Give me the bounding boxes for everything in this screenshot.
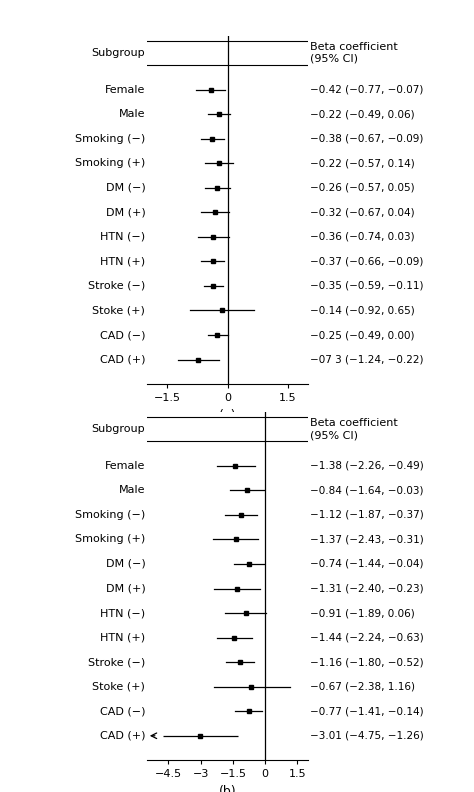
X-axis label: (a): (a) <box>219 409 236 421</box>
Text: −0.22 (−0.57, 0.14): −0.22 (−0.57, 0.14) <box>310 158 414 168</box>
Text: −0.42 (−0.77, −0.07): −0.42 (−0.77, −0.07) <box>310 85 423 94</box>
Text: −0.38 (−0.67, −0.09): −0.38 (−0.67, −0.09) <box>310 134 423 143</box>
Text: Smoking (−): Smoking (−) <box>75 510 146 520</box>
Text: CAD (−): CAD (−) <box>100 706 146 716</box>
Text: −1.38 (−2.26, −0.49): −1.38 (−2.26, −0.49) <box>310 461 423 470</box>
Text: Female: Female <box>105 461 146 470</box>
Text: −0.35 (−0.59, −0.11): −0.35 (−0.59, −0.11) <box>310 281 423 291</box>
Text: −1.37 (−2.43, −0.31): −1.37 (−2.43, −0.31) <box>310 535 423 544</box>
X-axis label: (b): (b) <box>219 785 237 792</box>
Text: −0.32 (−0.67, 0.04): −0.32 (−0.67, 0.04) <box>310 208 414 217</box>
Text: CAD (−): CAD (−) <box>100 330 146 340</box>
Text: −0.37 (−0.66, −0.09): −0.37 (−0.66, −0.09) <box>310 257 423 266</box>
Text: −0.77 (−1.41, −0.14): −0.77 (−1.41, −0.14) <box>310 706 423 716</box>
Text: −1.16 (−1.80, −0.52): −1.16 (−1.80, −0.52) <box>310 657 423 667</box>
Text: (95% CI): (95% CI) <box>310 54 358 64</box>
Text: Smoking (+): Smoking (+) <box>75 535 146 544</box>
Text: Stroke (−): Stroke (−) <box>88 657 146 667</box>
Text: HTN (−): HTN (−) <box>100 608 146 618</box>
Text: −0.25 (−0.49, 0.00): −0.25 (−0.49, 0.00) <box>310 330 414 340</box>
Text: −1.31 (−2.40, −0.23): −1.31 (−2.40, −0.23) <box>310 584 423 593</box>
Text: −0.14 (−0.92, 0.65): −0.14 (−0.92, 0.65) <box>310 306 414 315</box>
Text: HTN (+): HTN (+) <box>100 633 146 642</box>
Text: Male: Male <box>119 109 146 119</box>
Text: −0.91 (−1.89, 0.06): −0.91 (−1.89, 0.06) <box>310 608 414 618</box>
Text: HTN (+): HTN (+) <box>100 257 146 266</box>
Text: Beta coefficient: Beta coefficient <box>310 42 398 51</box>
Text: CAD (+): CAD (+) <box>100 731 146 741</box>
Text: HTN (−): HTN (−) <box>100 232 146 242</box>
Text: Subgroup: Subgroup <box>91 424 146 434</box>
Text: Female: Female <box>105 85 146 94</box>
Text: −0.74 (−1.44, −0.04): −0.74 (−1.44, −0.04) <box>310 559 423 569</box>
Text: DM (−): DM (−) <box>106 559 146 569</box>
Text: −0.36 (−0.74, 0.03): −0.36 (−0.74, 0.03) <box>310 232 414 242</box>
Text: DM (−): DM (−) <box>106 183 146 192</box>
Text: −0.84 (−1.64, −0.03): −0.84 (−1.64, −0.03) <box>310 485 423 495</box>
Text: CAD (+): CAD (+) <box>100 355 146 364</box>
Text: Stoke (+): Stoke (+) <box>92 682 146 691</box>
Text: −3.01 (−4.75, −1.26): −3.01 (−4.75, −1.26) <box>310 731 423 741</box>
Text: Stroke (−): Stroke (−) <box>88 281 146 291</box>
Text: Stoke (+): Stoke (+) <box>92 306 146 315</box>
Text: Smoking (−): Smoking (−) <box>75 134 146 143</box>
Text: −07 3 (−1.24, −0.22): −07 3 (−1.24, −0.22) <box>310 355 423 364</box>
Text: Smoking (+): Smoking (+) <box>75 158 146 168</box>
Text: −1.12 (−1.87, −0.37): −1.12 (−1.87, −0.37) <box>310 510 423 520</box>
Text: Subgroup: Subgroup <box>91 48 146 58</box>
Text: Beta coefficient: Beta coefficient <box>310 418 398 428</box>
Text: DM (+): DM (+) <box>106 584 146 593</box>
Text: (95% CI): (95% CI) <box>310 430 358 440</box>
Text: Male: Male <box>119 485 146 495</box>
Text: −0.26 (−0.57, 0.05): −0.26 (−0.57, 0.05) <box>310 183 414 192</box>
Text: −0.67 (−2.38, 1.16): −0.67 (−2.38, 1.16) <box>310 682 415 691</box>
Text: −0.22 (−0.49, 0.06): −0.22 (−0.49, 0.06) <box>310 109 414 119</box>
Text: DM (+): DM (+) <box>106 208 146 217</box>
Text: −1.44 (−2.24, −0.63): −1.44 (−2.24, −0.63) <box>310 633 423 642</box>
